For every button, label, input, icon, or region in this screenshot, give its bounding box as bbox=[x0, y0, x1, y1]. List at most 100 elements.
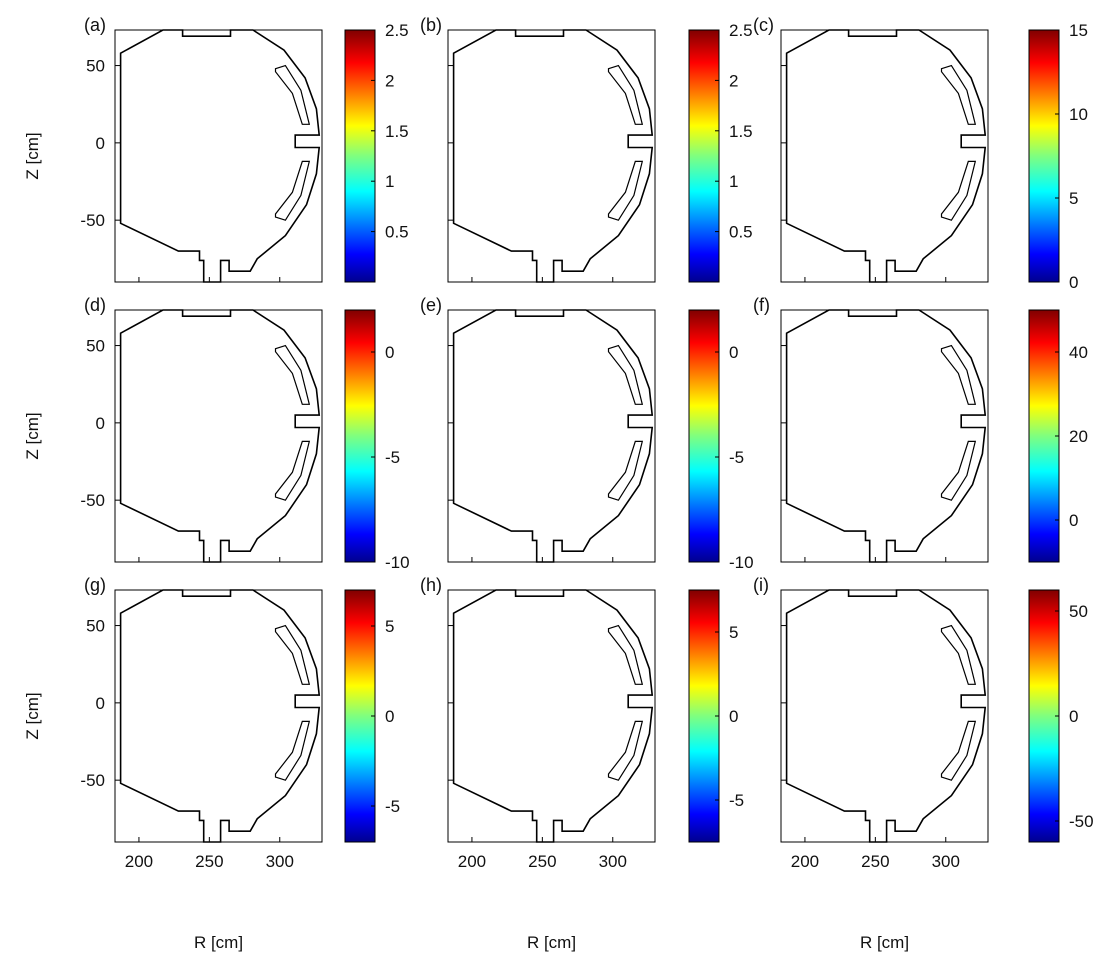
port-slot-lower bbox=[940, 160, 977, 221]
colorbar-tick-label: 40 bbox=[1069, 343, 1088, 362]
plasma-region bbox=[177, 345, 270, 491]
colorbar-tick-label: 1.5 bbox=[385, 122, 409, 141]
y-tick-label: 0 bbox=[96, 134, 105, 153]
y-tick-label: -50 bbox=[80, 491, 105, 510]
panel-f: (f) 40 20 0 bbox=[753, 295, 1088, 563]
x-tick-label: 250 bbox=[195, 852, 223, 871]
plasma-region bbox=[843, 345, 936, 491]
port-slot-lower bbox=[274, 160, 311, 221]
x-tick-label: 250 bbox=[861, 852, 889, 871]
port-slot-lower bbox=[607, 160, 644, 221]
panel-letter: (e) bbox=[420, 295, 442, 315]
vessel-cross-section bbox=[119, 29, 321, 283]
colorbar bbox=[1029, 590, 1059, 842]
colorbar-tick-label: 0.5 bbox=[385, 223, 409, 242]
x-tick-label: 200 bbox=[791, 852, 819, 871]
colorbar-tick-label: 50 bbox=[1069, 602, 1088, 621]
colorbar-tick-label: -10 bbox=[729, 553, 754, 572]
y-tick-label: 0 bbox=[96, 694, 105, 713]
port-slot-upper bbox=[274, 624, 311, 685]
colorbar-tick-label: 0 bbox=[1069, 273, 1078, 292]
vessel-cross-section bbox=[119, 309, 321, 563]
colorbar-frame bbox=[688, 29, 720, 283]
port-slot-lower bbox=[274, 720, 311, 781]
colorbar-tick-label: 0 bbox=[1069, 511, 1078, 530]
colorbar-tick-label: 0 bbox=[729, 707, 738, 726]
colorbar-tick-label: 5 bbox=[385, 617, 394, 636]
colorbar bbox=[345, 30, 375, 282]
x-axis-title: R [cm] bbox=[527, 933, 576, 952]
plasma-region bbox=[510, 625, 603, 771]
colorbar bbox=[345, 310, 375, 562]
panel-c: (c) 15 10 5 0 bbox=[753, 15, 1088, 292]
colorbar bbox=[345, 590, 375, 842]
colorbar-tick-label: -5 bbox=[385, 797, 400, 816]
plasma-region bbox=[177, 65, 270, 211]
panel-a: 50 0 -50 (a) 2.5 2 1.5 1 0.5 bbox=[80, 15, 409, 283]
colorbar bbox=[1029, 310, 1059, 562]
x-tick-label: 200 bbox=[125, 852, 153, 871]
colorbar-frame bbox=[688, 309, 720, 563]
y-tick-label: -50 bbox=[80, 211, 105, 230]
colorbar-tick-label: 10 bbox=[1069, 105, 1088, 124]
colorbar-frame bbox=[344, 309, 376, 563]
colorbar bbox=[1029, 30, 1059, 282]
colorbar-tick-label: 2 bbox=[385, 71, 394, 90]
plasma-region bbox=[510, 345, 603, 491]
plasma-region bbox=[843, 625, 936, 771]
vessel-cross-section bbox=[785, 309, 987, 563]
x-tick-label: 300 bbox=[599, 852, 627, 871]
colorbar-tick-label: -50 bbox=[1069, 812, 1094, 831]
port-slot-upper bbox=[607, 344, 644, 405]
colorbar-tick-label: 1 bbox=[729, 172, 738, 191]
panel-letter: (d) bbox=[84, 295, 106, 315]
colorbar-tick-label: 2 bbox=[729, 71, 738, 90]
panel-letter: (g) bbox=[84, 575, 106, 595]
panel-h: 200 250 300 (h) 5 0 -5 bbox=[420, 575, 744, 871]
x-tick-label: 250 bbox=[528, 852, 556, 871]
vessel-cross-section bbox=[452, 309, 654, 563]
panel-letter: (f) bbox=[753, 295, 770, 315]
vessel-cross-section bbox=[119, 589, 321, 843]
vessel-cross-section bbox=[785, 29, 987, 283]
port-slot-lower bbox=[607, 720, 644, 781]
panel-i: 200 250 300 (i) 50 0 -50 bbox=[753, 575, 1094, 871]
y-axis-title: Z [cm] bbox=[23, 692, 42, 739]
y-tick-label: 50 bbox=[86, 337, 105, 356]
x-axis-title: R [cm] bbox=[860, 933, 909, 952]
colorbar bbox=[689, 310, 719, 562]
panel-d: 50 0 -50 (d) 0 -5 -10 bbox=[80, 295, 409, 572]
colorbar-frame bbox=[344, 29, 376, 283]
y-tick-label: -50 bbox=[80, 771, 105, 790]
panel-letter: (a) bbox=[84, 15, 106, 35]
colorbar-tick-label: 20 bbox=[1069, 427, 1088, 446]
colorbar-tick-label: 0 bbox=[1069, 707, 1078, 726]
plasma-region bbox=[843, 65, 936, 211]
port-slot-upper bbox=[607, 624, 644, 685]
port-slot-lower bbox=[607, 440, 644, 501]
colorbar-tick-label: 1 bbox=[385, 172, 394, 191]
x-axis-title: R [cm] bbox=[194, 933, 243, 952]
panel-letter: (c) bbox=[753, 15, 774, 35]
port-slot-upper bbox=[940, 344, 977, 405]
colorbar-tick-label: -5 bbox=[729, 791, 744, 810]
port-slot-upper bbox=[607, 64, 644, 125]
colorbar-tick-label: -5 bbox=[385, 448, 400, 467]
y-tick-label: 50 bbox=[86, 617, 105, 636]
y-tick-label: 0 bbox=[96, 414, 105, 433]
panel-b: (b) 2.5 2 1.5 1 0.5 bbox=[420, 15, 753, 283]
x-tick-label: 300 bbox=[932, 852, 960, 871]
port-slot-upper bbox=[940, 64, 977, 125]
colorbar-tick-label: 0 bbox=[729, 343, 738, 362]
colorbar bbox=[689, 590, 719, 842]
panel-letter: (i) bbox=[753, 575, 769, 595]
port-slot-upper bbox=[274, 344, 311, 405]
panel-letter: (h) bbox=[420, 575, 442, 595]
port-slot-lower bbox=[274, 440, 311, 501]
y-axis-title: Z [cm] bbox=[23, 412, 42, 459]
y-tick-label: 50 bbox=[86, 57, 105, 76]
colorbar-tick-label: 15 bbox=[1069, 21, 1088, 40]
plasma-region bbox=[177, 625, 270, 771]
